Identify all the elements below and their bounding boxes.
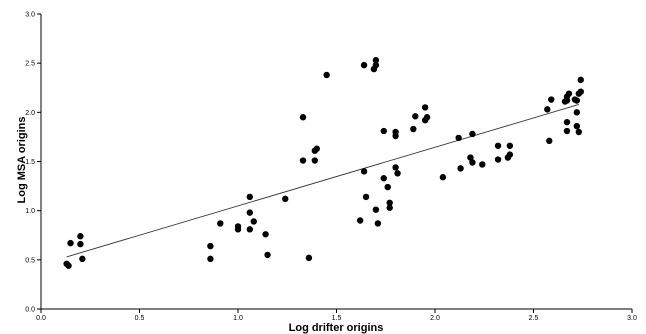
data-point [424, 114, 430, 120]
data-point [455, 135, 461, 141]
data-point [546, 138, 552, 144]
data-point [422, 104, 428, 110]
x-tick-label: 3.0 [627, 315, 637, 322]
data-point [469, 159, 475, 165]
data-point [282, 196, 288, 202]
y-tick-label: 0.0 [25, 307, 35, 314]
data-point [300, 114, 306, 120]
trendline-group [67, 104, 579, 256]
data-point [578, 88, 584, 94]
data-point [507, 143, 513, 149]
data-point [361, 168, 367, 174]
data-point [357, 217, 363, 223]
data-point [576, 129, 582, 135]
data-point [251, 218, 257, 224]
data-point [373, 57, 379, 63]
data-point [235, 226, 241, 232]
data-point [574, 109, 580, 115]
data-point [386, 205, 392, 211]
data-point [457, 165, 463, 171]
x-tick-label: 1.0 [233, 315, 243, 322]
data-point [564, 128, 570, 134]
data-point [79, 256, 85, 262]
data-point [385, 184, 391, 190]
data-point [507, 151, 513, 157]
data-point [207, 243, 213, 249]
data-point [578, 77, 584, 83]
data-point [67, 240, 73, 246]
data-point [440, 174, 446, 180]
data-point [574, 123, 580, 129]
x-tick-label: 2.0 [430, 315, 440, 322]
data-point [469, 131, 475, 137]
data-point [363, 194, 369, 200]
x-tick-label: 0.5 [135, 315, 145, 322]
y-tick-label: 3.0 [25, 12, 35, 19]
y-tick-label: 2.0 [25, 110, 35, 117]
data-point [412, 113, 418, 119]
data-point [548, 96, 554, 102]
data-point [544, 106, 550, 112]
data-point [361, 62, 367, 68]
data-point [247, 209, 253, 215]
x-tick-label: 1.5 [332, 315, 342, 322]
data-point [247, 194, 253, 200]
data-point [306, 255, 312, 261]
data-point [217, 220, 223, 226]
x-tick-label: 2.5 [529, 315, 539, 322]
data-point [564, 97, 570, 103]
y-tick-label: 1.0 [25, 208, 35, 215]
data-point [314, 146, 320, 152]
x-axis-ticks: 0.0 0.5 1.0 1.5 2.0 2.5 3.0 [36, 309, 637, 322]
data-point [574, 97, 580, 103]
x-tick-label: 0.0 [36, 315, 46, 322]
x-axis-title: Log drifter origins [289, 322, 384, 334]
data-point [323, 72, 329, 78]
data-point [566, 90, 572, 96]
data-point [564, 119, 570, 125]
y-axis-title: Log MSA origins [16, 117, 28, 204]
data-point [65, 263, 71, 269]
y-tick-label: 2.5 [25, 61, 35, 68]
regression-line [67, 104, 579, 256]
data-point [262, 231, 268, 237]
data-point [375, 220, 381, 226]
data-point [392, 164, 398, 170]
data-point [77, 241, 83, 247]
data-point [394, 170, 400, 176]
data-point [373, 206, 379, 212]
data-point [207, 256, 213, 262]
data-point [77, 233, 83, 239]
plot-area [41, 14, 632, 309]
data-point [264, 252, 270, 258]
data-point [300, 157, 306, 163]
data-point [312, 157, 318, 163]
data-points [63, 57, 584, 269]
data-point [392, 133, 398, 139]
data-point [381, 175, 387, 181]
data-point [479, 161, 485, 167]
data-point [381, 128, 387, 134]
data-point [495, 156, 501, 162]
data-point [247, 226, 253, 232]
data-point [410, 126, 416, 132]
y-tick-label: 0.5 [25, 257, 35, 264]
data-point [495, 143, 501, 149]
